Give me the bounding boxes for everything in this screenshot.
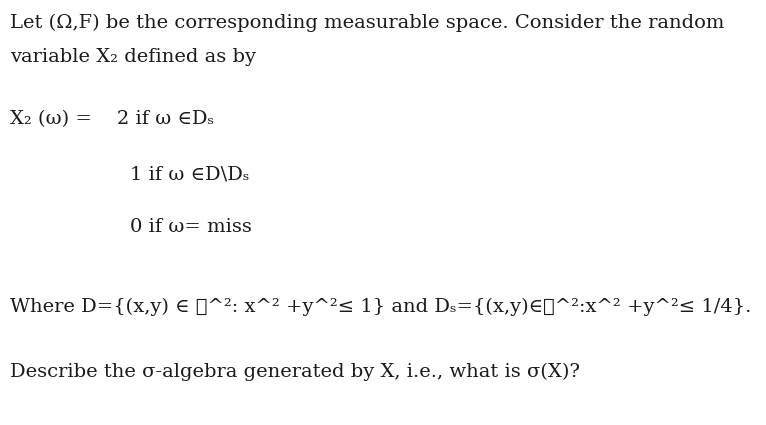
Text: 0 if ω= miss: 0 if ω= miss [130,218,252,236]
Text: Let (Ω,F) be the corresponding measurable space. Consider the random: Let (Ω,F) be the corresponding measurabl… [10,14,725,32]
Text: 1 if ω ∈D\Dₛ: 1 if ω ∈D\Dₛ [130,165,250,183]
Text: Describe the σ-algebra generated by X, i.e., what is σ(X)?: Describe the σ-algebra generated by X, i… [10,363,580,381]
Text: X₂ (ω) =    2 if ω ∈Dₛ: X₂ (ω) = 2 if ω ∈Dₛ [10,110,214,128]
Text: variable X₂ defined as by: variable X₂ defined as by [10,48,256,66]
Text: Where D={(x,y) ∈ ℜ^²: x^² +y^²≤ 1} and Dₛ={(x,y)∈ℜ^²:x^² +y^²≤ 1/4}.: Where D={(x,y) ∈ ℜ^²: x^² +y^²≤ 1} and D… [10,298,751,316]
